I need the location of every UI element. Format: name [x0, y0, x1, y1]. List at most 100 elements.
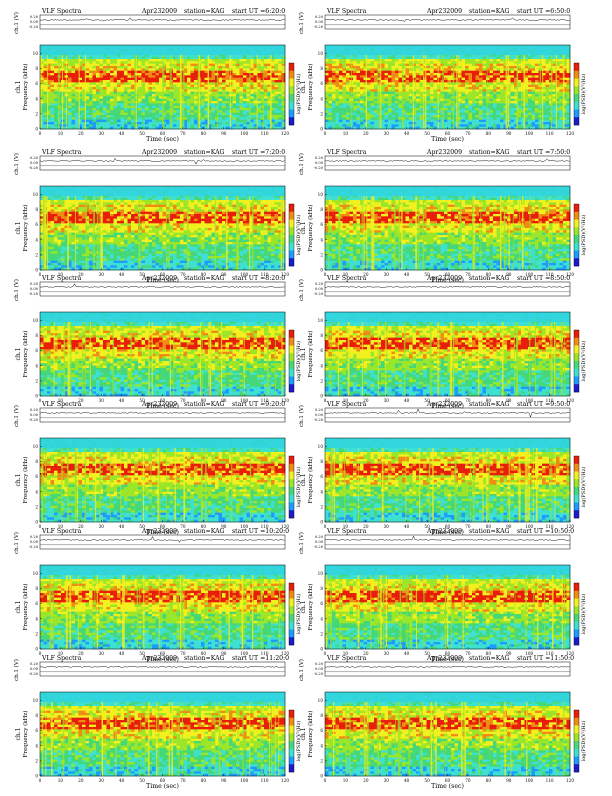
- spectrogram-cell: [374, 94, 378, 97]
- spectrogram-cell: [44, 106, 48, 109]
- spectrogram-cell: [406, 75, 410, 78]
- spectrogram-cell: [357, 64, 361, 67]
- spectrogram-cell: [343, 117, 347, 120]
- spectrogram-cell: [434, 75, 438, 78]
- spectrogram-cell: [395, 96, 399, 99]
- spectrogram-cell: [243, 78, 247, 81]
- spectrogram-cell: [462, 92, 466, 95]
- spectrogram-cell: [121, 80, 125, 83]
- spectrogram-cell: [329, 110, 333, 113]
- spectrogram-cell: [430, 120, 434, 123]
- spectrogram-cell: [406, 80, 410, 83]
- spectrogram-cell: [121, 99, 125, 102]
- spectrogram-cell: [444, 87, 448, 90]
- spectrogram-cell: [479, 108, 483, 111]
- spectrogram-cell: [511, 87, 515, 90]
- spectrogram-cell: [149, 64, 153, 67]
- spectrogram-cell: [381, 120, 385, 123]
- spectrogram-cell: [166, 75, 170, 78]
- spectrogram-cell: [243, 61, 247, 64]
- spectrogram-cell: [201, 117, 205, 120]
- spectrogram-cell: [490, 113, 494, 116]
- spectrogram-cell: [264, 106, 268, 109]
- spectrogram-cell: [103, 78, 107, 81]
- spectrogram-cell: [409, 115, 413, 118]
- spectrogram-cell: [149, 78, 153, 81]
- spectrogram-cell: [339, 64, 343, 67]
- spectrogram-cell: [392, 96, 396, 99]
- spectrogram-cell: [121, 89, 125, 92]
- spectrogram-cell: [490, 99, 494, 102]
- spectrogram-cell: [75, 117, 79, 120]
- spectrogram-cell: [226, 101, 230, 104]
- spectrogram-cell: [233, 61, 237, 64]
- spectrogram-cell: [483, 78, 487, 81]
- x-tick-label: 100: [240, 131, 248, 136]
- spectrogram-cell: [124, 110, 128, 113]
- spectrogram-cell: [420, 80, 424, 83]
- spectrogram-cell: [399, 66, 403, 69]
- spectrogram-cell: [131, 110, 135, 113]
- spectrogram-cell: [226, 115, 230, 118]
- spectrogram-cell: [145, 80, 149, 83]
- spectrogram-cell: [51, 64, 55, 67]
- spectrogram-cell: [360, 115, 364, 118]
- spectrogram-cell: [103, 103, 107, 106]
- spectrogram-cell: [479, 75, 483, 78]
- spectrogram-cell: [278, 78, 282, 81]
- spectrogram-cell: [395, 85, 399, 88]
- spectrogram-cell: [483, 122, 487, 125]
- spectrogram-cell: [448, 87, 452, 90]
- spectrogram-cell: [103, 71, 107, 74]
- spectrogram-cell: [240, 89, 244, 92]
- spectrogram-cell: [472, 59, 476, 62]
- spectrogram-cell: [149, 66, 153, 69]
- spectrogram-cell: [68, 82, 72, 85]
- spectrogram-cell: [469, 106, 473, 109]
- spectrogram-cell: [388, 120, 392, 123]
- spectrogram-cell: [371, 110, 375, 113]
- spectrogram-cell: [278, 71, 282, 74]
- spectrogram-cell: [107, 94, 111, 97]
- spectrogram-cell: [469, 87, 473, 90]
- spectrogram-cell: [532, 82, 536, 85]
- spectrogram-cell: [194, 68, 198, 71]
- spectrogram-cell: [381, 78, 385, 81]
- spectrogram-cell: [128, 78, 132, 81]
- spectrogram-cell: [187, 115, 191, 118]
- spectrogram-cell: [434, 120, 438, 123]
- spectrogram-cell: [360, 99, 364, 102]
- spectrogram-cell: [339, 103, 343, 106]
- spectrogram-cell: [86, 85, 90, 88]
- spectrogram-cell: [332, 106, 336, 109]
- spectrogram-cell: [201, 103, 205, 106]
- spectrogram-cell: [75, 113, 79, 116]
- spectrogram-cell: [117, 73, 121, 76]
- spectrogram-cell: [51, 71, 55, 74]
- spectrogram-cell: [528, 66, 532, 69]
- spectrogram-cell: [444, 113, 448, 116]
- spectrogram-cell: [226, 89, 230, 92]
- spectrogram-cell: [72, 57, 76, 60]
- spectrogram-cell: [201, 87, 205, 90]
- spectrogram-cell: [546, 75, 550, 78]
- spectrogram-cell: [149, 96, 153, 99]
- spectrogram-cell: [44, 75, 48, 78]
- spectrogram-cell: [367, 66, 371, 69]
- spectrogram-cell: [381, 96, 385, 99]
- spectrogram-cell: [243, 57, 247, 60]
- spectrogram-cell: [535, 80, 539, 83]
- spectrogram-cell: [500, 87, 504, 90]
- spectrogram-cell: [427, 108, 431, 111]
- spectrogram: [325, 45, 570, 129]
- spectrogram-cell: [194, 80, 198, 83]
- spectrogram-cell: [233, 113, 237, 116]
- spectrogram-cell: [121, 68, 125, 71]
- spectrogram-cell: [493, 78, 497, 81]
- spectrogram-cell: [332, 75, 336, 78]
- spectrogram-cell: [149, 85, 153, 88]
- spectrogram-cell: [465, 106, 469, 109]
- spectrogram-cell: [149, 73, 153, 76]
- spectrogram-cell: [128, 71, 132, 74]
- spectrogram-cell: [142, 120, 146, 123]
